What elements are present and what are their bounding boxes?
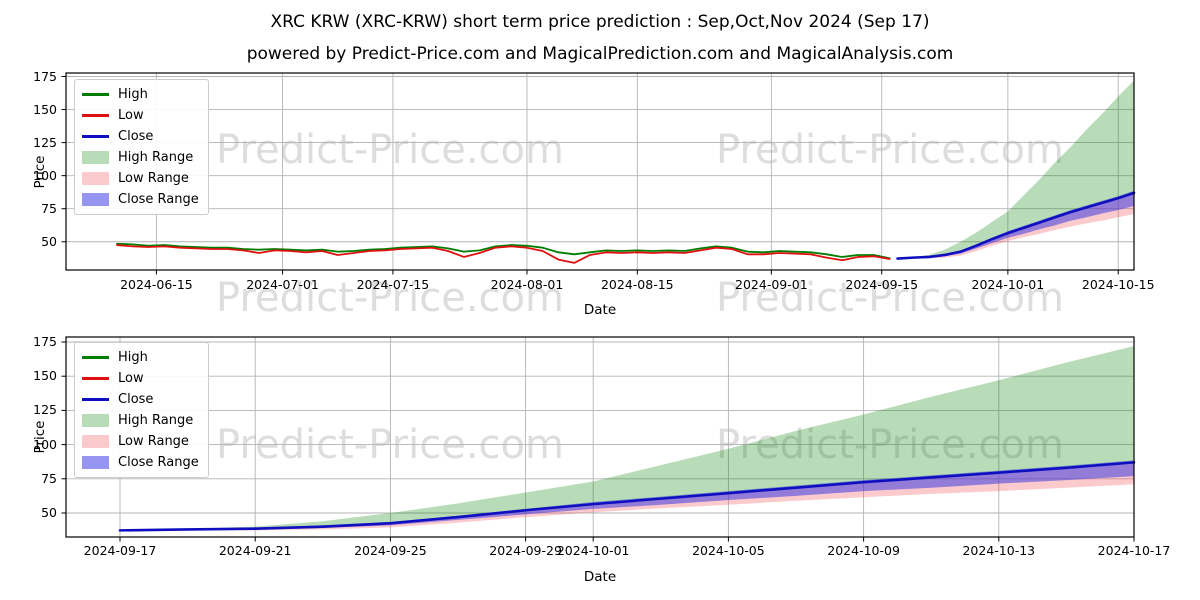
close-swatch bbox=[82, 135, 109, 138]
legend-item-label: Low bbox=[118, 108, 144, 123]
x-tick-label: 2024-08-15 bbox=[600, 277, 674, 292]
legend-item-label: High Range bbox=[118, 150, 194, 165]
watermark-text: Predict-Price.com bbox=[716, 275, 1064, 321]
y-tick-label: 100 bbox=[33, 167, 57, 183]
y-tick-label: 75 bbox=[41, 470, 57, 486]
legend-item-label: Low Range bbox=[118, 171, 189, 186]
page-title: XRC KRW (XRC-KRW) short term price predi… bbox=[270, 12, 930, 32]
legend: High Low Close High Range Low Range Close Ran… bbox=[74, 342, 209, 478]
legend-item: High bbox=[82, 347, 199, 368]
close-swatch bbox=[82, 398, 109, 401]
x-tick-label: 2024-09-15 bbox=[845, 277, 919, 292]
high-range-band bbox=[897, 80, 1134, 259]
low-swatch bbox=[82, 114, 109, 117]
x-tick-label: 2024-10-01 bbox=[556, 543, 630, 558]
y-tick-label: 175 bbox=[33, 68, 57, 84]
legend-item: High bbox=[82, 84, 199, 105]
legend: High Low Close High Range Low Range Close Ran… bbox=[74, 79, 209, 215]
page-subtitle: powered by Predict-Price.com and Magical… bbox=[246, 44, 954, 64]
legend-item-label: High bbox=[118, 350, 148, 365]
x-tick-label: 2024-06-15 bbox=[120, 277, 193, 292]
legend-item: Close Range bbox=[82, 189, 199, 210]
x-axis-label: Date bbox=[583, 569, 617, 585]
close-range-swatch bbox=[82, 456, 109, 469]
x-tick-label: 2024-09-01 bbox=[735, 277, 808, 292]
legend-item-label: High Range bbox=[118, 413, 194, 428]
x-tick-label: 2024-10-01 bbox=[971, 277, 1045, 292]
legend-item: Close bbox=[82, 389, 199, 410]
high-swatch bbox=[82, 356, 109, 359]
y-tick-label: 150 bbox=[33, 368, 57, 384]
close-line bbox=[118, 461, 1136, 532]
legend-item-label: Close Range bbox=[118, 455, 199, 470]
plot-border bbox=[65, 336, 1135, 538]
x-tick-label: 2024-10-17 bbox=[1097, 543, 1171, 558]
legend-item: Low Range bbox=[82, 168, 199, 189]
high-swatch bbox=[82, 93, 109, 96]
y-tick-label: 125 bbox=[33, 402, 57, 418]
high-range-swatch bbox=[82, 414, 109, 427]
legend-item: Close Range bbox=[82, 452, 199, 473]
y-tick-label: 150 bbox=[33, 101, 57, 117]
legend-item-label: Low Range bbox=[118, 434, 189, 449]
high-range-swatch bbox=[82, 151, 109, 164]
x-axis-label: Date bbox=[583, 302, 617, 318]
legend-item-label: Close bbox=[118, 129, 154, 144]
x-tick-label: 2024-09-17 bbox=[83, 543, 157, 558]
y-axis-label: Price bbox=[32, 155, 48, 188]
x-tick-label: 2024-09-29 bbox=[489, 543, 562, 558]
legend-item: Low Range bbox=[82, 431, 199, 452]
high-range-band bbox=[120, 346, 1134, 531]
x-tick-label: 2024-09-25 bbox=[354, 543, 427, 558]
x-tick-label: 2024-10-13 bbox=[962, 543, 1036, 558]
low-range-swatch bbox=[82, 435, 109, 448]
legend-item-label: Close bbox=[118, 392, 154, 407]
legend-item: Close bbox=[82, 126, 199, 147]
close-line bbox=[896, 191, 1136, 260]
x-tick-label: 2024-10-09 bbox=[827, 543, 900, 558]
watermark-text: Predict-Price.com bbox=[216, 275, 564, 321]
x-tick-label: 2024-09-21 bbox=[218, 543, 292, 558]
low-line bbox=[116, 244, 891, 264]
watermark-text: Predict-Price.com bbox=[216, 127, 564, 173]
y-axis-label: Price bbox=[32, 420, 48, 454]
y-tick-label: 100 bbox=[33, 436, 57, 452]
legend-item: Low bbox=[82, 105, 199, 126]
low-swatch bbox=[82, 377, 109, 380]
legend-item-label: Low bbox=[118, 371, 144, 386]
watermark-text: Predict-Price.com bbox=[716, 127, 1064, 173]
y-tick-label: 50 bbox=[41, 505, 57, 520]
legend-item: High Range bbox=[82, 410, 199, 431]
high-line bbox=[116, 242, 891, 260]
plot-border bbox=[65, 72, 1135, 271]
legend-item-label: High bbox=[118, 87, 148, 102]
close-range-swatch bbox=[82, 193, 109, 206]
legend-item-label: Close Range bbox=[118, 192, 199, 207]
low-range-swatch bbox=[82, 172, 109, 185]
y-tick-label: 75 bbox=[41, 200, 57, 216]
x-tick-label: 2024-07-15 bbox=[356, 277, 430, 292]
x-tick-label: 2024-08-01 bbox=[490, 277, 564, 292]
y-tick-label: 125 bbox=[33, 134, 57, 150]
y-tick-label: 175 bbox=[33, 334, 57, 349]
x-tick-label: 2024-07-01 bbox=[246, 277, 319, 292]
x-tick-label: 2024-10-05 bbox=[692, 543, 765, 558]
x-tick-label: 2024-10-15 bbox=[1081, 277, 1155, 292]
legend-item: High Range bbox=[82, 147, 199, 168]
legend-item: Low bbox=[82, 368, 199, 389]
y-tick-label: 50 bbox=[41, 233, 57, 249]
